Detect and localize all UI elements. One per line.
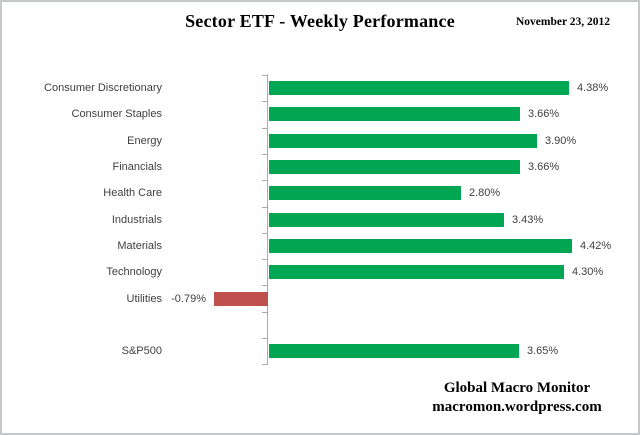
chart-title: Sector ETF - Weekly Performance (185, 11, 455, 31)
axis-tick (262, 180, 268, 181)
value-label: 2.80% (469, 187, 501, 199)
value-label: 3.66% (528, 108, 560, 120)
value-label: 3.66% (528, 161, 560, 173)
category-label: Consumer Discretionary (44, 82, 162, 94)
value-label: 4.42% (580, 240, 612, 252)
bar-positive (269, 107, 520, 121)
bar-positive (269, 186, 461, 200)
axis-tick (262, 285, 268, 286)
chart-date: November 23, 2012 (515, 16, 610, 28)
category-label: Energy (127, 135, 162, 147)
value-label: 4.30% (572, 266, 604, 278)
category-label: Consumer Staples (71, 108, 163, 120)
bar-positive (269, 213, 504, 227)
bar-positive (269, 81, 569, 95)
footer-line-1: Global Macro Monitor (443, 380, 591, 396)
value-label: 3.90% (545, 135, 577, 147)
axis-tick (262, 128, 268, 129)
value-label: 4.38% (577, 82, 609, 94)
axis-tick (262, 312, 268, 313)
bar-positive (269, 239, 572, 253)
axis-tick (262, 101, 268, 102)
axis-tick (262, 207, 268, 208)
axis-tick (262, 233, 268, 234)
bar-positive (269, 160, 520, 174)
category-label: Materials (117, 240, 162, 252)
category-label: Technology (106, 266, 162, 278)
category-label: Financials (112, 161, 162, 173)
value-label: -0.79% (171, 293, 206, 305)
category-label: S&P500 (121, 345, 162, 357)
value-label: 3.65% (527, 345, 559, 357)
axis-tick (262, 364, 268, 365)
bar-negative (214, 292, 268, 306)
bar-positive (269, 265, 564, 279)
axis-tick (262, 338, 268, 339)
bar-positive (269, 344, 519, 358)
bar-positive (269, 134, 537, 148)
footer-line-2: macromon.wordpress.com (432, 399, 602, 415)
axis-tick (262, 154, 268, 155)
y-axis-line (267, 74, 268, 364)
category-label: Utilities (126, 293, 162, 305)
value-label: 3.43% (512, 214, 544, 226)
axis-tick (262, 75, 268, 76)
axis-tick (262, 259, 268, 260)
category-label: Industrials (111, 214, 162, 226)
category-label: Health Care (103, 187, 162, 199)
footer-credit: Global Macro Monitor macromon.wordpress.… (387, 379, 638, 417)
